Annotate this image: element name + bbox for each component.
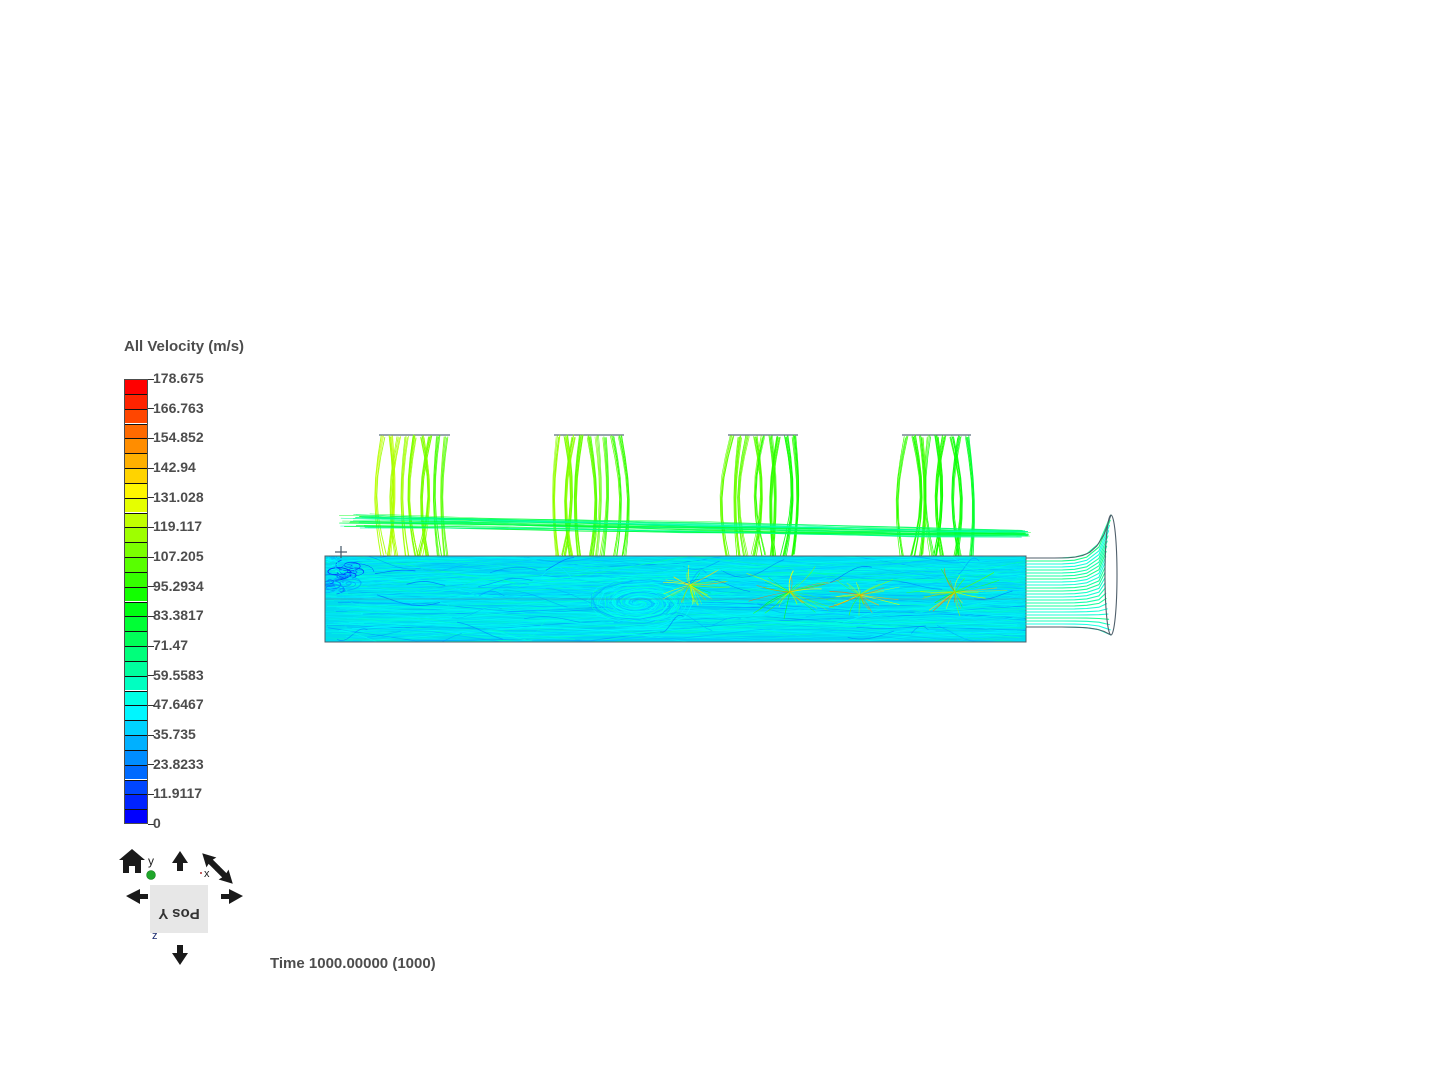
svg-text:Pos Y: Pos Y [158, 905, 199, 922]
svg-text:y: y [148, 854, 154, 868]
svg-text:z: z [152, 930, 158, 942]
svg-text:x: x [204, 868, 210, 880]
